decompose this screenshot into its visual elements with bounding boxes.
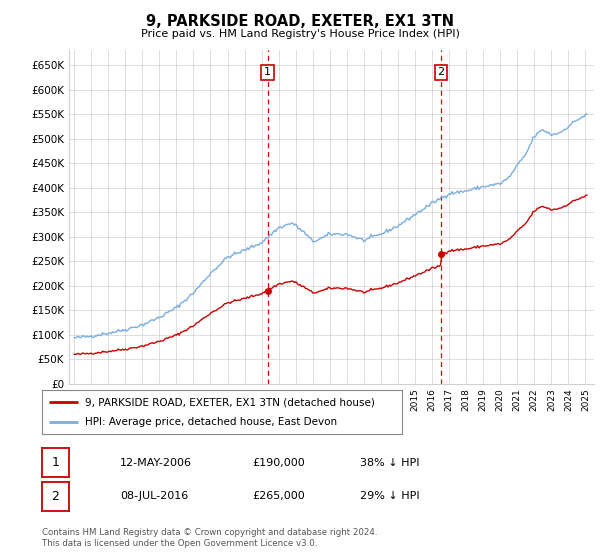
Text: 2: 2	[437, 67, 445, 77]
Text: Price paid vs. HM Land Registry's House Price Index (HPI): Price paid vs. HM Land Registry's House …	[140, 29, 460, 39]
Text: This data is licensed under the Open Government Licence v3.0.: This data is licensed under the Open Gov…	[42, 539, 317, 548]
Text: 29% ↓ HPI: 29% ↓ HPI	[360, 491, 419, 501]
Text: £190,000: £190,000	[252, 458, 305, 468]
Text: 9, PARKSIDE ROAD, EXETER, EX1 3TN (detached house): 9, PARKSIDE ROAD, EXETER, EX1 3TN (detac…	[85, 397, 375, 407]
Text: 9, PARKSIDE ROAD, EXETER, EX1 3TN: 9, PARKSIDE ROAD, EXETER, EX1 3TN	[146, 14, 454, 29]
Text: 38% ↓ HPI: 38% ↓ HPI	[360, 458, 419, 468]
Text: 08-JUL-2016: 08-JUL-2016	[120, 491, 188, 501]
Text: 1: 1	[52, 456, 59, 469]
Text: 12-MAY-2006: 12-MAY-2006	[120, 458, 192, 468]
Text: HPI: Average price, detached house, East Devon: HPI: Average price, detached house, East…	[85, 417, 337, 427]
Text: £265,000: £265,000	[252, 491, 305, 501]
Text: 1: 1	[264, 67, 271, 77]
Text: 2: 2	[52, 489, 59, 503]
Text: Contains HM Land Registry data © Crown copyright and database right 2024.: Contains HM Land Registry data © Crown c…	[42, 528, 377, 536]
